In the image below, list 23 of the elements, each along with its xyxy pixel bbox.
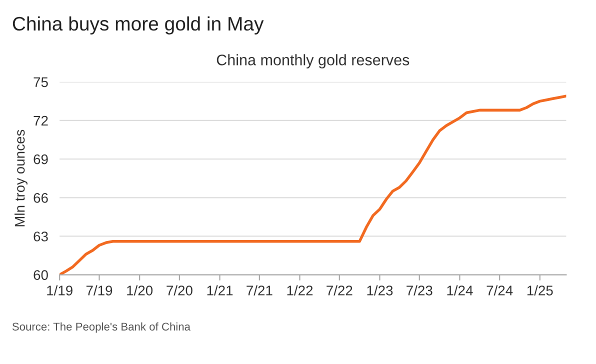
x-tick-label: 7/20	[166, 285, 192, 296]
chart-subtitle: China monthly gold reserves	[216, 54, 410, 68]
x-tick-label: 1/20	[127, 285, 153, 296]
x-tick-label: 7/21	[246, 285, 272, 296]
x-tick-label: 7/24	[486, 285, 513, 296]
x-tick-label: 1/19	[47, 285, 72, 296]
y-tick-label: 72	[34, 116, 48, 126]
x-tick-label: 1/22	[287, 285, 313, 296]
y-axis-title: Mln troy ounces	[14, 130, 28, 226]
source-note: Source: The People's Bank of China	[12, 322, 190, 333]
x-tick-label: 7/19	[86, 285, 112, 296]
y-tick-label: 66	[34, 192, 48, 203]
x-tick-label: 1/21	[207, 285, 233, 296]
x-tick-label: 1/24	[447, 285, 473, 296]
y-tick-label: 69	[34, 154, 48, 164]
x-tick-label: 1/23	[367, 285, 393, 296]
x-tick-label: 7/22	[326, 285, 352, 296]
y-tick-label: 63	[34, 232, 48, 242]
x-tick-label: 7/23	[406, 285, 432, 296]
x-tick-label: 1/25	[527, 285, 553, 296]
y-tick-label: 75	[34, 77, 48, 88]
y-tick-label: 60	[34, 270, 48, 280]
chart-title: China buys more gold in May	[12, 16, 264, 35]
